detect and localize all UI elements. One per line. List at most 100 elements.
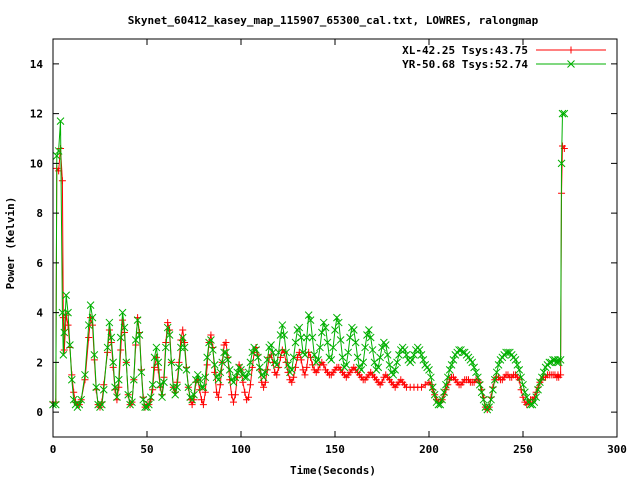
y-tick-label: 2: [36, 356, 43, 369]
data-point-marker: [115, 383, 123, 391]
data-point-marker: [216, 368, 225, 377]
data-point-marker: [131, 336, 140, 344]
data-point-marker: [537, 373, 546, 382]
data-point-marker: [415, 346, 424, 354]
x-tick-label: 300: [607, 443, 627, 456]
data-point-marker: [165, 331, 174, 339]
tick-layer: 0 50 100 150 200 250 300 0 2 4 6 8 10 12 14: [30, 39, 627, 456]
data-point-marker: [393, 358, 401, 367]
data-point-marker: [475, 380, 484, 389]
data-point-marker: [129, 375, 138, 384]
data-point-marker: [146, 393, 155, 402]
data-point-marker: [164, 319, 172, 327]
data-point-marker: [321, 323, 330, 332]
x-tick-label: 150: [325, 443, 345, 456]
data-point-marker: [319, 318, 328, 327]
data-point-marker: [515, 365, 524, 374]
data-point-marker: [292, 363, 300, 371]
data-point-marker: [297, 333, 306, 342]
data-point-marker: [400, 346, 409, 354]
data-point-marker: [128, 398, 136, 407]
data-point-marker: [351, 338, 360, 347]
data-point-marker: [278, 321, 287, 329]
data-point-marker: [152, 343, 161, 352]
data-point-marker: [154, 358, 163, 367]
data-point-marker: [99, 385, 108, 394]
data-point-marker: [179, 326, 187, 334]
data-point-marker: [233, 368, 242, 377]
data-point-marker: [242, 373, 251, 382]
data-point-marker: [320, 361, 328, 369]
data-point-marker: [198, 396, 206, 404]
data-point-marker: [190, 390, 198, 399]
data-point-marker: [378, 378, 386, 386]
data-point-marker: [342, 361, 351, 369]
y-tick-label: 10: [30, 157, 43, 170]
data-point-marker: [246, 358, 255, 367]
data-point-marker: [408, 356, 416, 364]
y-tick-label: 14: [30, 58, 44, 71]
data-point-marker: [156, 380, 165, 389]
data-point-marker: [519, 380, 527, 389]
data-point-marker: [280, 331, 289, 339]
data-point-marker: [54, 147, 63, 155]
data-point-marker: [443, 373, 452, 382]
data-point-marker: [81, 370, 89, 379]
data-point-marker: [199, 383, 208, 392]
data-point-marker: [208, 346, 217, 354]
data-point-marker: [434, 400, 443, 409]
data-point-marker: [316, 343, 324, 352]
data-point-marker: [60, 328, 69, 337]
data-point-marker: [107, 333, 116, 342]
y-tick-label: 12: [30, 108, 43, 121]
data-point-marker: [269, 348, 277, 357]
data-point-marker: [366, 333, 375, 342]
data-point-marker: [289, 353, 298, 362]
data-point-marker: [252, 346, 260, 354]
y-tick-label: 0: [36, 406, 43, 419]
data-point-marker: [308, 361, 316, 369]
data-point-marker: [331, 326, 339, 334]
data-point-marker: [513, 361, 522, 369]
data-point-marker: [374, 363, 383, 372]
data-point-marker: [532, 393, 541, 402]
data-point-marker: [522, 393, 531, 402]
data-point-marker: [58, 177, 66, 185]
data-point-marker: [90, 351, 99, 359]
data-point-marker: [470, 363, 478, 372]
data-point-marker: [201, 388, 209, 396]
data-point-marker: [113, 393, 121, 402]
data-point-marker: [272, 361, 281, 369]
data-point-marker: [84, 321, 93, 329]
data-point-marker: [305, 348, 313, 356]
data-point-marker: [376, 353, 384, 362]
data-point-marker: [180, 343, 189, 352]
data-point-marker: [560, 109, 569, 118]
data-point-marker: [261, 368, 270, 377]
data-point-marker: [317, 328, 326, 337]
data-point-marker: [114, 375, 123, 384]
data-point-marker: [556, 356, 565, 364]
data-point-marker: [490, 375, 499, 384]
x-axis-label: Time(Seconds): [290, 464, 376, 477]
data-point-marker: [521, 388, 529, 397]
data-point-marker: [229, 398, 237, 406]
x-tick-label: 0: [50, 443, 57, 456]
data-point-marker: [436, 400, 445, 409]
data-point-marker: [246, 381, 254, 389]
data-point-marker: [288, 378, 296, 386]
data-point-marker: [62, 291, 71, 300]
data-point-marker: [160, 378, 168, 387]
data-point-marker: [197, 383, 206, 392]
data-point-marker: [64, 321, 72, 329]
data-point-marker: [120, 323, 129, 332]
data-point-marker: [297, 356, 305, 364]
data-point-marker: [222, 338, 230, 346]
data-point-marker: [334, 318, 343, 327]
data-point-marker: [554, 356, 562, 364]
data-point-marker: [225, 365, 234, 374]
data-point-marker: [304, 311, 313, 319]
data-point-marker: [188, 401, 196, 409]
data-point-marker: [261, 378, 269, 386]
